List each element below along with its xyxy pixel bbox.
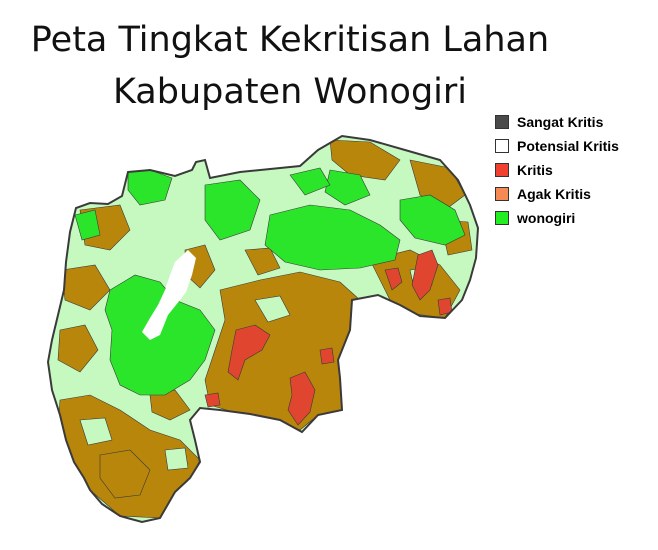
legend-swatch (495, 187, 509, 201)
map-title-line-1: Peta Tingkat Kekritisan Lahan (30, 20, 550, 60)
reservoir (142, 250, 196, 340)
map-title: Peta Tingkat Kekritisan Lahan Kabupaten … (0, 14, 580, 118)
legend-label: Kritis (517, 162, 553, 178)
legend-label: Potensial Kritis (517, 138, 619, 154)
legend-swatch (495, 163, 509, 177)
map-title-line-2: Kabupaten Wonogiri (112, 72, 468, 112)
red-zones (204, 249, 453, 426)
legend-label: Sangat Kritis (517, 114, 604, 130)
legend-item-potensial-kritis: Potensial Kritis (495, 134, 619, 158)
legend-item-agak-kritis: Agak Kritis (495, 182, 619, 206)
legend-item-kritis: Kritis (495, 158, 619, 182)
legend-label: wonogiri (517, 210, 576, 226)
legend-swatch (495, 211, 509, 225)
legend-label: Agak Kritis (517, 186, 591, 202)
legend-item-wonogiri: wonogiri (495, 206, 619, 230)
legend-swatch (495, 139, 509, 153)
regency-boundary (46, 134, 480, 524)
map-legend: Sangat Kritis Potensial Kritis Kritis Ag… (495, 110, 619, 230)
legend-item-sangat-kritis: Sangat Kritis (495, 110, 619, 134)
land-cover-layers (48, 136, 478, 522)
legend-swatch (495, 115, 509, 129)
